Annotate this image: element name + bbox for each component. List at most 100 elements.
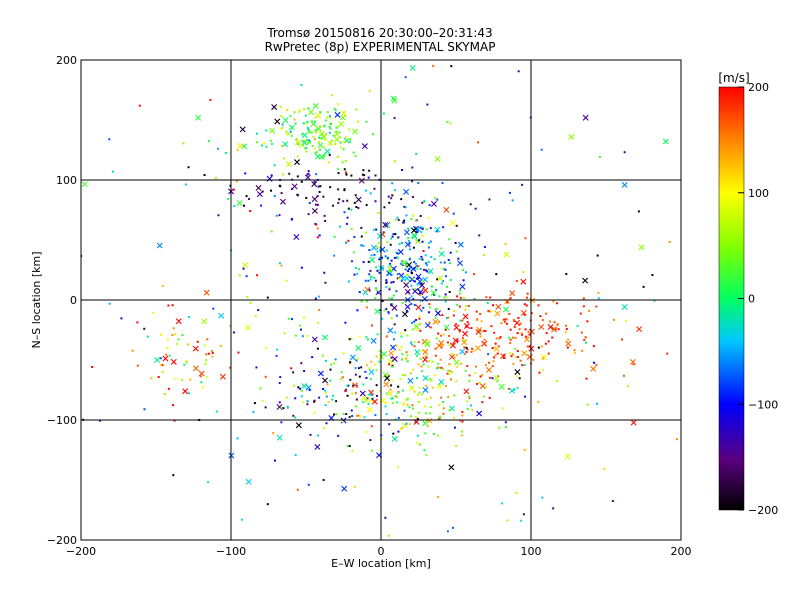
data-point-dot [328, 126, 331, 129]
data-point-dot [391, 401, 394, 404]
data-point-dot [551, 336, 554, 339]
data-point-dot [355, 108, 358, 111]
data-point-dot [378, 271, 381, 274]
data-point-dot [293, 384, 296, 387]
data-point-dot [157, 375, 160, 378]
data-point-cross [311, 336, 318, 343]
data-point-dot [446, 285, 449, 288]
data-point-dot [385, 279, 388, 282]
data-point-dot [211, 355, 214, 358]
data-point-dot [168, 354, 171, 357]
data-point-dot [483, 245, 486, 248]
data-point-dot [495, 273, 498, 276]
data-point-dot [446, 372, 449, 375]
data-point-dot [509, 328, 512, 331]
data-point-cross [175, 318, 182, 325]
data-point-dot [377, 211, 380, 214]
data-point-cross [321, 334, 328, 341]
data-point-dot [522, 271, 525, 274]
data-point-dot [454, 242, 457, 245]
data-point-dot [416, 229, 419, 232]
data-point-dot [339, 141, 342, 144]
data-point-dot [486, 302, 489, 305]
data-point-dot [408, 267, 411, 270]
data-point-dot [281, 173, 284, 176]
data-point-dot [400, 427, 403, 430]
data-point-dot [401, 353, 404, 356]
y-tick-label: 100 [56, 174, 77, 187]
data-point-dot [395, 290, 398, 293]
y-tick-label: −100 [47, 414, 77, 427]
data-point-dot [290, 134, 293, 137]
data-point-dot [324, 389, 327, 392]
data-point-dot [379, 248, 382, 251]
data-point-dot [319, 111, 322, 114]
data-point-cross [195, 114, 202, 121]
data-point-dot [505, 318, 508, 321]
data-point-dot [366, 338, 369, 341]
data-point-dot [421, 234, 424, 237]
data-point-dot [496, 380, 499, 383]
data-point-dot [421, 350, 424, 353]
data-point-dot [423, 449, 426, 452]
y-tick-label: 0 [70, 294, 77, 307]
data-point-dot [466, 348, 469, 351]
data-point-dot [417, 239, 420, 242]
data-point-dot [390, 384, 393, 387]
data-point-dot [357, 414, 360, 417]
data-point-dot [519, 359, 522, 362]
data-point-dot [324, 219, 327, 222]
data-point-dot [275, 214, 278, 217]
data-point-dot [280, 127, 283, 130]
data-point-cross [400, 275, 407, 282]
data-point-dot [408, 258, 411, 261]
data-point-dot [442, 333, 445, 336]
data-point-dot [404, 268, 407, 271]
data-point-dot [360, 226, 363, 229]
data-point-dot [167, 304, 170, 307]
data-point-dot [331, 94, 334, 97]
data-point-dot [427, 242, 430, 245]
data-point-dot [393, 160, 396, 163]
data-point-cross [638, 244, 645, 251]
data-point-dot [411, 404, 414, 407]
data-point-dot [206, 376, 209, 379]
data-point-dot [329, 117, 332, 120]
data-point-dot [279, 376, 282, 379]
data-point-dot [440, 366, 443, 369]
data-point-cross [424, 322, 431, 329]
data-point-cross [301, 383, 308, 390]
data-point-cross [295, 422, 302, 429]
data-point-dot [474, 365, 477, 368]
data-point-dot [411, 180, 414, 183]
data-point-dot [205, 359, 208, 362]
data-point-dot [374, 414, 377, 417]
data-point-dot [353, 273, 356, 276]
data-point-dot [511, 353, 514, 356]
data-point-cross [324, 148, 331, 155]
data-point-dot [316, 236, 319, 239]
data-point-dot [314, 297, 317, 300]
data-point-dot [315, 150, 318, 153]
data-point-dot [332, 134, 335, 137]
data-point-dot [417, 411, 420, 414]
data-point-dot [236, 437, 239, 440]
data-point-dot [464, 369, 467, 372]
data-point-dot [323, 124, 326, 127]
data-point-dot [316, 128, 319, 131]
data-point-dot [261, 190, 264, 193]
data-point-dot [446, 121, 449, 124]
data-point-dot [418, 391, 421, 394]
data-point-cross [449, 342, 456, 349]
data-point-dot [459, 319, 462, 322]
data-point-dot [470, 327, 473, 330]
data-point-cross [565, 340, 572, 347]
data-point-dot [428, 321, 431, 324]
data-point-dot [520, 332, 523, 335]
data-point-dot [280, 421, 283, 424]
data-point-dot [411, 343, 414, 346]
data-point-dot [310, 120, 313, 123]
data-point-cross [271, 104, 278, 111]
data-point-dot [429, 240, 432, 243]
data-point-dot [355, 414, 358, 417]
